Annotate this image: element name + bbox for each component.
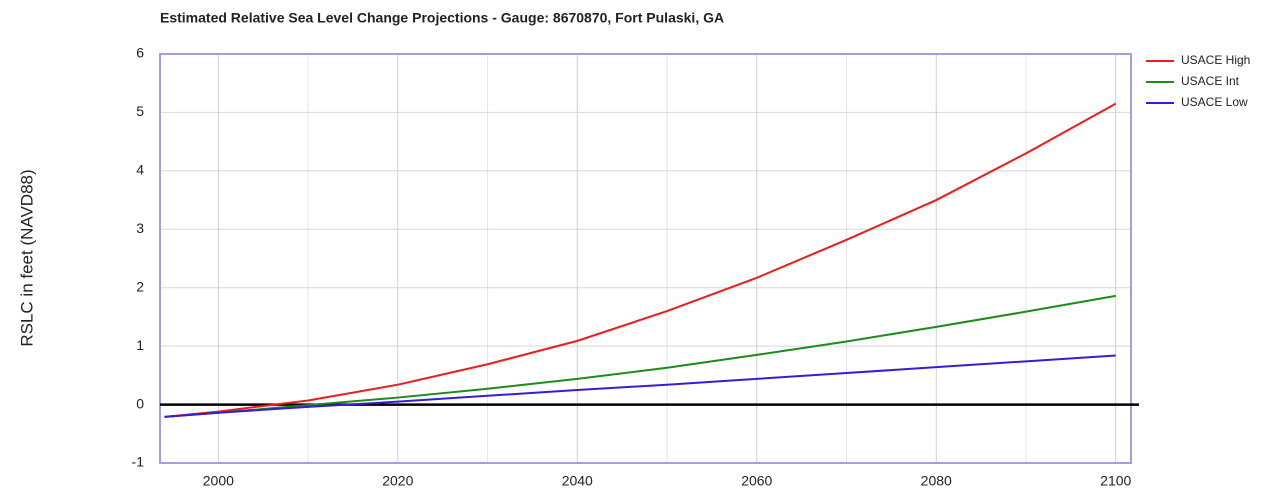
- y-tick-label: -1: [132, 454, 145, 470]
- legend-label: USACE Low: [1181, 95, 1248, 109]
- y-tick-label: 4: [136, 162, 144, 178]
- y-tick-label: 3: [136, 220, 144, 236]
- x-tick-label: 2020: [382, 473, 413, 489]
- y-tick-label: 2: [136, 278, 144, 294]
- y-tick-label: 1: [136, 337, 144, 353]
- x-tick-label: 2100: [1100, 473, 1131, 489]
- x-tick-label: 2040: [562, 473, 593, 489]
- y-tick-label: 6: [136, 45, 144, 61]
- legend-label: USACE High: [1181, 53, 1250, 67]
- line-series: [164, 102, 1117, 418]
- line-series: [164, 354, 1116, 418]
- x-tick-label: 2060: [741, 473, 772, 489]
- x-tick-label: 2000: [203, 473, 234, 489]
- line-series: [164, 294, 1116, 418]
- y-tick-label: 5: [136, 103, 144, 119]
- y-axis-label: RSLC in feet (NAVD88): [17, 169, 36, 346]
- y-tick-label: 0: [136, 395, 144, 411]
- plot-border: [159, 53, 1132, 464]
- chart-title: Estimated Relative Sea Level Change Proj…: [160, 10, 724, 26]
- legend-label: USACE Int: [1181, 74, 1240, 88]
- x-tick-label: 2080: [921, 473, 952, 489]
